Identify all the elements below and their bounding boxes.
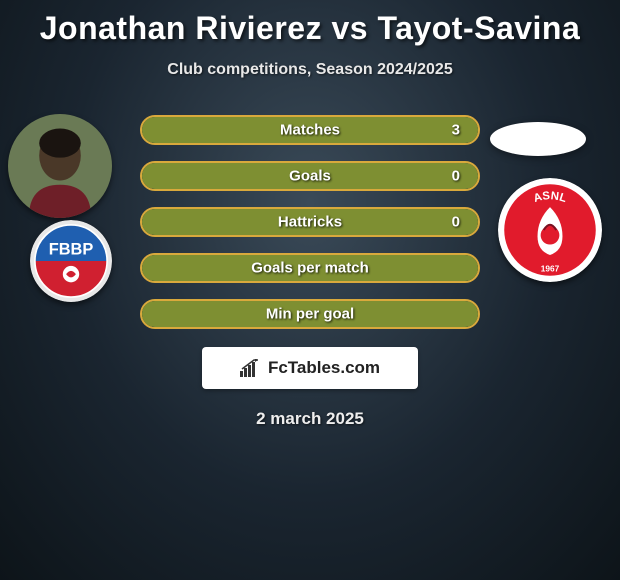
player2-club-badge: ASNL1967	[498, 178, 602, 282]
stat-bar: Goals0	[140, 161, 480, 191]
svg-text:FBBP: FBBP	[49, 240, 94, 258]
stat-bar-fill	[142, 209, 478, 235]
stat-bar: Goals per match	[140, 253, 480, 283]
stat-bar-fill	[142, 117, 478, 143]
stat-bar-value: 0	[452, 168, 460, 185]
subtitle: Club competitions, Season 2024/2025	[0, 61, 620, 79]
svg-text:1967: 1967	[541, 264, 560, 274]
brand-text: FcTables.com	[268, 358, 380, 378]
stat-bar: Min per goal	[140, 299, 480, 329]
player1-photo	[8, 114, 112, 218]
stat-bar: Matches3	[140, 115, 480, 145]
bar-chart-icon	[240, 359, 262, 377]
stat-bar-fill	[142, 301, 478, 327]
stat-bar: Hattricks0	[140, 207, 480, 237]
player1-club-badge: FBBP	[30, 220, 112, 302]
page-title: Jonathan Rivierez vs Tayot-Savina	[0, 0, 620, 47]
stat-bar-value: 0	[452, 214, 460, 231]
stat-bar-fill	[142, 163, 478, 189]
stat-bars: Matches3 Goals0 Hattricks0 Goals per match M…	[140, 115, 480, 329]
fctables-logo[interactable]: FcTables.com	[202, 347, 418, 389]
player2-photo-placeholder	[490, 122, 586, 156]
stat-bar-fill	[142, 255, 478, 281]
stat-bar-value: 3	[452, 122, 460, 139]
comparison-date: 2 march 2025	[0, 409, 620, 429]
